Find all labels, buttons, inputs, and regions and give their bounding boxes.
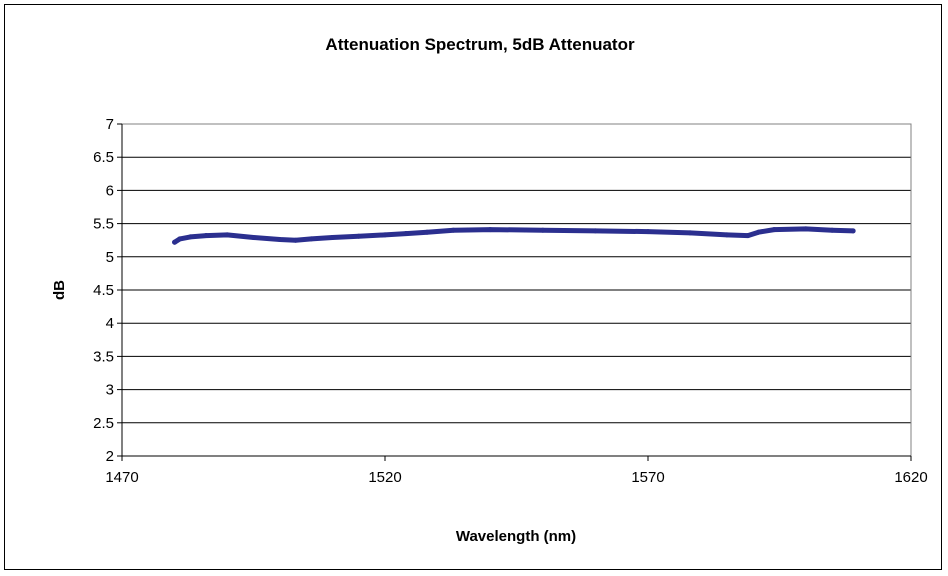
axes: 2 2.5 3 3.5 4 4.5 5 5.5 6 6.5 7 1470 1520 1570 1620 — [93, 116, 928, 486]
x-tick-label: 1620 — [894, 469, 927, 486]
data-point — [592, 228, 598, 234]
data-point — [771, 227, 777, 233]
series-layer — [172, 226, 856, 245]
data-point — [687, 230, 693, 236]
chart-area — [4, 4, 942, 570]
data-point — [645, 229, 651, 235]
data-point — [224, 232, 230, 238]
y-tick-label: 2 — [106, 448, 114, 465]
y-tick-label: 4 — [106, 315, 114, 332]
y-tick-label: 2.5 — [93, 415, 114, 432]
data-point — [403, 231, 409, 237]
y-tick-label: 4.5 — [93, 282, 114, 299]
y-tick-label: 7 — [106, 116, 114, 133]
data-point — [382, 232, 388, 238]
data-point — [487, 227, 493, 233]
data-point — [251, 235, 256, 241]
y-tick-label: 6 — [106, 182, 114, 199]
y-tick-label: 5.5 — [93, 216, 114, 233]
x-tick-label: 1470 — [105, 469, 138, 486]
x-tick-label: 1570 — [631, 469, 664, 486]
data-point — [329, 235, 335, 241]
y-tick-label: 3 — [106, 382, 114, 399]
data-point — [172, 239, 178, 245]
data-point — [187, 234, 193, 240]
x-tick-label: 1520 — [368, 469, 401, 486]
data-point — [755, 229, 761, 235]
data-point — [177, 236, 183, 242]
data-point — [293, 237, 299, 243]
series-line-0 — [172, 226, 856, 245]
data-point — [308, 236, 314, 242]
data-point — [745, 233, 751, 239]
data-point — [424, 229, 430, 235]
data-point — [850, 228, 856, 234]
data-point — [277, 237, 283, 243]
data-point — [356, 233, 362, 239]
y-tick-label: 6.5 — [93, 149, 114, 166]
x-axis-title: Wavelength (nm) — [456, 528, 576, 545]
data-point — [803, 226, 809, 232]
data-point — [203, 233, 209, 239]
data-point — [829, 227, 835, 233]
y-tick-label: 3.5 — [93, 348, 114, 365]
gridlines — [122, 123, 911, 457]
data-point — [540, 227, 546, 233]
chart-title: Attenuation Spectrum, 5dB Attenuator — [325, 35, 635, 54]
y-axis-title: dB — [51, 280, 68, 300]
data-point — [450, 227, 456, 233]
y-tick-label: 5 — [106, 249, 114, 266]
data-point — [724, 232, 730, 238]
